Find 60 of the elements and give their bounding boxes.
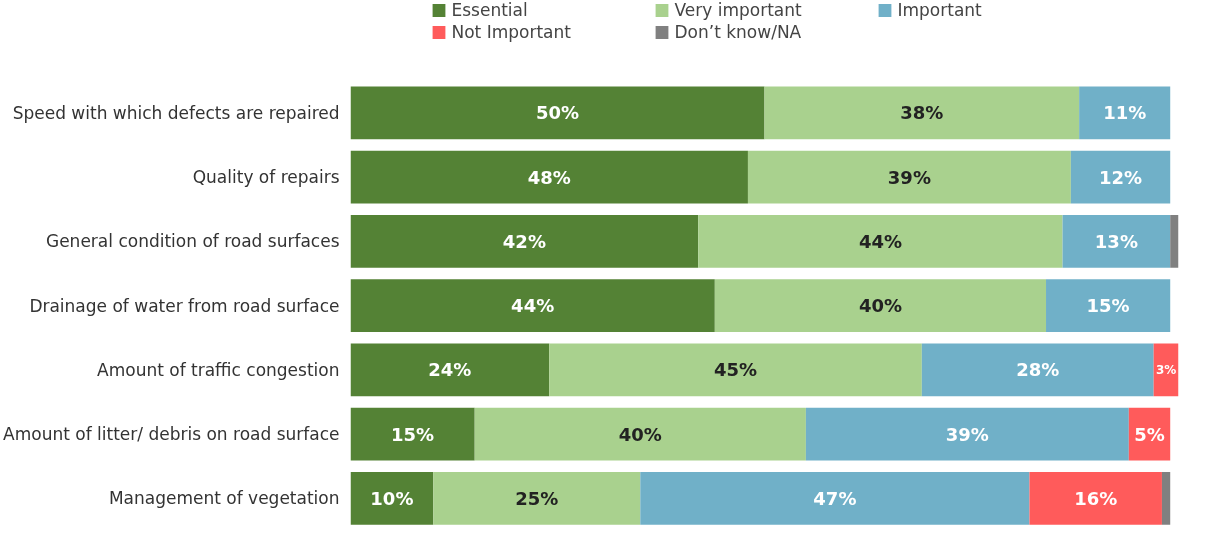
data-label: 5% <box>1134 423 1165 445</box>
bar <box>350 472 434 525</box>
data-label: 44% <box>511 295 555 317</box>
legend-label: Not Important <box>451 22 572 42</box>
y-tick-label: Amount of traffic congestion <box>97 359 340 380</box>
bar <box>1046 279 1171 332</box>
data-label: 16% <box>1074 487 1118 509</box>
legend-label: Very important <box>674 0 803 20</box>
data-label: 28% <box>1016 359 1060 381</box>
y-tick-label: Management of vegetation <box>108 488 340 509</box>
data-label: 44% <box>858 230 902 252</box>
y-tick-label: Quality of repairs <box>192 167 340 188</box>
data-label: 15% <box>1086 295 1130 317</box>
data-label: 24% <box>428 359 472 381</box>
bar <box>350 86 765 140</box>
bar <box>350 215 699 268</box>
data-label: 3% <box>1155 362 1177 377</box>
bar <box>698 215 1063 268</box>
y-tick-label: Speed with which defects are repaired <box>12 102 340 123</box>
bar <box>350 407 475 461</box>
bar <box>764 86 1080 140</box>
bar <box>921 343 1154 397</box>
legend-label: Essential <box>451 0 529 20</box>
bar <box>1070 150 1171 204</box>
data-label: 47% <box>813 487 857 509</box>
bar <box>1062 215 1171 268</box>
y-tick-label: Drainage of water from road surface <box>29 295 340 316</box>
legend-label: Important <box>897 0 983 20</box>
bar <box>1079 86 1171 140</box>
bar <box>1161 472 1171 525</box>
bar <box>350 279 715 332</box>
bar <box>1029 472 1162 525</box>
y-tick-label: Amount of litter/ debris on road surface <box>3 424 340 445</box>
bar <box>350 150 748 204</box>
data-label: 12% <box>1099 166 1143 188</box>
bar <box>714 279 1047 332</box>
bar <box>549 343 922 397</box>
bar <box>474 407 806 461</box>
bar <box>1170 215 1179 268</box>
bar <box>433 472 641 525</box>
bar <box>640 472 1030 525</box>
data-label: 48% <box>527 166 571 188</box>
data-label: 13% <box>1094 230 1138 252</box>
y-tick-label: General condition of road surfaces <box>45 231 340 252</box>
data-label: 42% <box>502 230 546 252</box>
bar <box>747 150 1071 204</box>
data-label: 39% <box>887 166 931 188</box>
bar <box>350 343 550 397</box>
data-label: 10% <box>370 487 414 509</box>
data-label: 50% <box>535 102 580 124</box>
data-label: 45% <box>713 359 758 381</box>
data-label: 11% <box>1103 102 1147 124</box>
data-label: 15% <box>391 423 435 445</box>
data-label: 39% <box>945 423 989 445</box>
legend-label: Don’t know/NA <box>674 22 803 42</box>
data-label: 40% <box>618 423 662 445</box>
data-label: 38% <box>900 102 944 124</box>
bar <box>805 407 1129 461</box>
data-label: 40% <box>858 295 902 317</box>
data-label: 25% <box>515 487 559 509</box>
